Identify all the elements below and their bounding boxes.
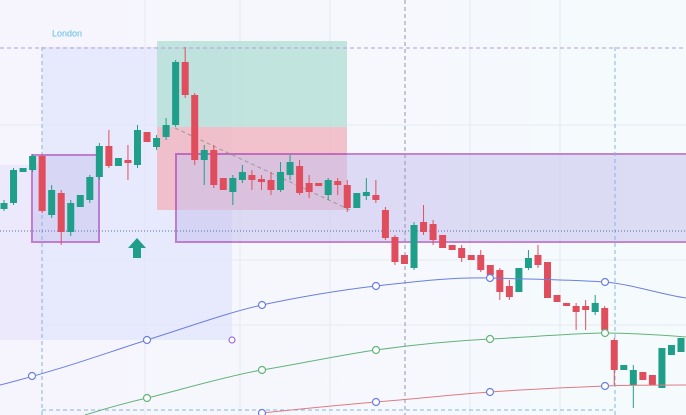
candle-body	[238, 172, 246, 180]
candle-body	[114, 158, 122, 166]
candle-body	[229, 178, 237, 192]
candle-body	[448, 245, 456, 250]
candle-body	[124, 160, 132, 163]
candle-body	[19, 168, 27, 172]
candle-body	[10, 170, 18, 203]
candle-body	[534, 255, 542, 265]
candle-body	[629, 370, 637, 385]
candle-body	[0, 203, 8, 209]
candle-body	[572, 306, 580, 312]
candle-body	[496, 270, 504, 292]
candle-body	[334, 181, 342, 185]
candle-body	[429, 224, 437, 240]
session-label: London	[52, 28, 82, 38]
candle-body	[153, 138, 161, 147]
candle-body	[391, 237, 399, 262]
ma-points	[27, 273, 610, 415]
candle-body	[486, 265, 494, 275]
candle-body	[210, 150, 218, 185]
candle-body	[95, 146, 103, 177]
candle-body	[343, 185, 351, 208]
candle-body	[381, 210, 389, 238]
candle-body	[610, 340, 618, 370]
candle-body	[648, 375, 656, 385]
candle-body	[658, 348, 666, 388]
candle-body	[400, 255, 408, 264]
candle-body	[667, 345, 675, 355]
candle-body	[515, 268, 523, 292]
candle-body	[29, 156, 37, 170]
candle-body	[439, 235, 447, 248]
candle-body	[362, 192, 370, 196]
candle-body	[133, 130, 141, 165]
candle-body	[257, 179, 265, 182]
candle-body	[86, 177, 94, 200]
candle-body	[248, 175, 256, 180]
candle-body	[477, 255, 485, 270]
candle-body	[553, 295, 561, 302]
candle-body	[38, 156, 46, 211]
candle-body	[563, 303, 571, 306]
candle-body	[410, 225, 418, 268]
candle-body	[48, 190, 56, 215]
candle-body	[677, 338, 685, 352]
candle-body	[601, 308, 609, 330]
candle-body	[200, 150, 208, 160]
candle-body	[524, 258, 532, 268]
candle-body	[105, 146, 113, 166]
candle-body	[267, 180, 275, 190]
arrow-up	[128, 238, 146, 258]
candle-body	[467, 255, 475, 260]
candle-body	[162, 125, 170, 137]
candle-body	[57, 193, 65, 232]
candle-body	[181, 62, 189, 95]
candle-body	[582, 306, 590, 310]
candle-body	[458, 248, 466, 258]
candle-body	[286, 162, 294, 175]
candle-body	[76, 195, 84, 207]
candle-body	[324, 180, 332, 195]
candle-body	[372, 195, 380, 200]
candle-body	[639, 372, 647, 380]
candle-body	[315, 183, 323, 186]
candle-body	[420, 222, 428, 232]
candle-body	[277, 172, 285, 190]
candle-body	[219, 178, 227, 190]
candle-body	[67, 203, 75, 232]
candle-body	[143, 132, 151, 142]
candle-body	[505, 286, 513, 297]
candle-body	[591, 303, 599, 312]
candle-body	[353, 193, 361, 208]
candle-body	[191, 95, 199, 160]
candle-body	[620, 365, 628, 370]
candle-body	[305, 183, 313, 192]
candle-body	[296, 166, 304, 193]
candle-body	[172, 62, 180, 125]
